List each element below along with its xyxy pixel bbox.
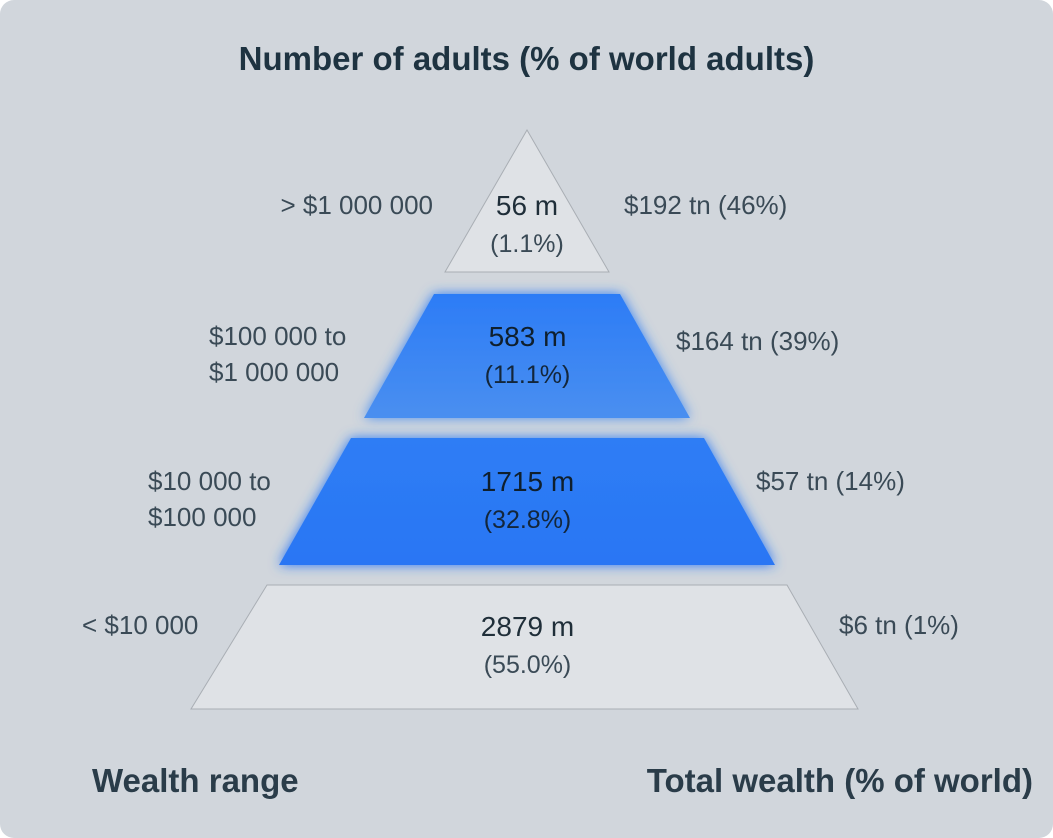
tier-1-adults: 56 m bbox=[495, 190, 559, 221]
tier-4-adults: 2879 m bbox=[480, 611, 575, 642]
tier-1-values: 56 m (1.1%) bbox=[447, 187, 607, 263]
tier-3-wealth: $57 tn (14%) bbox=[756, 466, 905, 496]
tier-4-wealth: $6 tn (1%) bbox=[839, 610, 959, 640]
tier-1-share: (1.1%) bbox=[490, 230, 564, 258]
tier-2-adults: 583 m bbox=[488, 321, 567, 352]
tier-2-range: $100 000 to $1 000 000 bbox=[209, 318, 346, 390]
tier-upper-middle-shape bbox=[364, 294, 690, 418]
tier-2-range-line2: $1 000 000 bbox=[209, 357, 340, 387]
tier-4-values: 2879 m (55.0%) bbox=[425, 608, 630, 684]
tier-top-shape bbox=[444, 129, 610, 273]
tier-1-range: > $1 000 000 bbox=[280, 190, 433, 220]
total-wealth-heading: Total wealth (% of world) bbox=[646, 762, 1033, 799]
tier-3-values: 1715 m (32.8%) bbox=[425, 463, 630, 539]
chart-title: Number of adults (% of world adults) bbox=[238, 40, 815, 77]
tier-4-share: (55.0%) bbox=[483, 651, 572, 679]
tier-base-shape bbox=[190, 584, 859, 710]
tier-3-range-line2: $100 000 bbox=[148, 502, 257, 532]
tier-3-range-line1: $10 000 to bbox=[148, 466, 271, 496]
tier-2-wealth: $164 tn (39%) bbox=[676, 326, 840, 356]
wealth-range-heading: Wealth range bbox=[92, 762, 299, 799]
tier-3-share: (32.8%) bbox=[483, 506, 572, 534]
tier-lower-middle-shape bbox=[279, 438, 775, 565]
tier-2-share: (11.1%) bbox=[484, 361, 571, 389]
tier-3-range: $10 000 to $100 000 bbox=[148, 463, 271, 535]
tier-2-values: 583 m (11.1%) bbox=[425, 318, 630, 394]
tier-4-range: < $10 000 bbox=[82, 610, 199, 640]
tier-3-adults: 1715 m bbox=[480, 466, 575, 497]
tier-1-wealth: $192 tn (46%) bbox=[624, 190, 788, 220]
tier-2-range-line1: $100 000 to bbox=[209, 321, 347, 351]
